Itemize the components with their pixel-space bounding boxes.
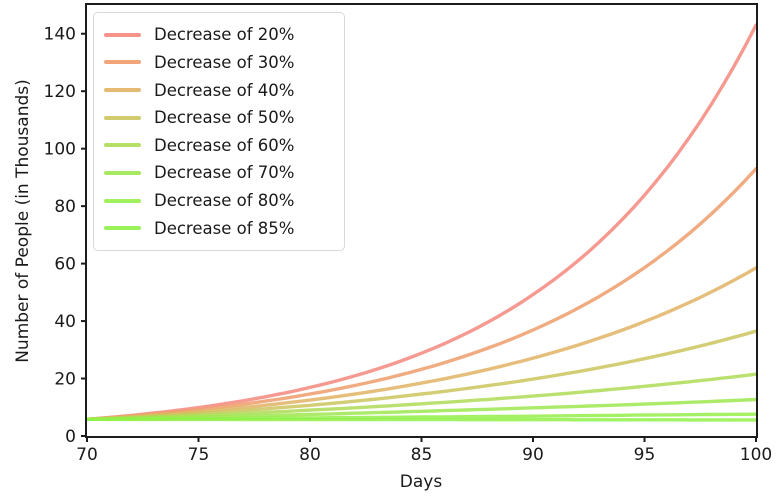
x-tick-label: 95 — [634, 445, 656, 465]
legend-item: Decrease of 50% — [104, 104, 332, 132]
legend-line-swatch — [104, 170, 141, 175]
y-tick-label: 60 — [54, 255, 76, 275]
series-line — [85, 23, 758, 421]
y-tick-label: 80 — [54, 197, 76, 217]
series-line — [85, 266, 758, 421]
legend-label: Decrease of 70% — [154, 163, 295, 183]
x-tick-label: 80 — [299, 445, 321, 465]
legend-item: Decrease of 70% — [104, 159, 332, 187]
legend-item: Decrease of 80% — [104, 187, 332, 215]
legend-item: Decrease of 30% — [104, 49, 332, 77]
legend: Decrease of 20% Decrease of 30% Decrease o… — [93, 12, 345, 251]
y-axis-label: Number of People (in Thousands) — [13, 79, 33, 363]
y-tick-label: 40 — [54, 312, 76, 332]
legend-label: Decrease of 30% — [154, 52, 295, 72]
x-tick-label: 90 — [522, 445, 544, 465]
legend-line-swatch — [104, 198, 141, 203]
legend-label: Decrease of 40% — [154, 80, 295, 100]
legend-line-swatch — [104, 60, 141, 65]
legend-label: Decrease of 80% — [154, 191, 295, 211]
y-tick-label: 0 — [65, 427, 76, 447]
axes-frame — [85, 3, 758, 438]
legend-label: Decrease of 50% — [154, 108, 295, 128]
x-tick-label: 85 — [411, 445, 433, 465]
legend-item: Decrease of 20% — [104, 21, 332, 49]
series-line — [85, 167, 758, 421]
legend-line-swatch — [104, 226, 141, 231]
legend-item: Decrease of 85% — [104, 214, 332, 242]
legend-item: Decrease of 40% — [104, 76, 332, 104]
legend-label: Decrease of 20% — [154, 25, 295, 45]
legend-label: Decrease of 60% — [154, 135, 295, 155]
legend-line-swatch — [104, 32, 141, 37]
series-line — [85, 329, 758, 421]
y-tick-label: 100 — [44, 140, 76, 160]
legend-item: Decrease of 60% — [104, 132, 332, 160]
y-tick-label: 140 — [44, 25, 76, 45]
legend-line-swatch — [104, 115, 141, 120]
legend-line-swatch — [104, 143, 141, 148]
x-axis-label: Days — [399, 472, 443, 492]
legend-line-swatch — [104, 88, 141, 93]
x-tick-label: 70 — [76, 445, 98, 465]
y-tick-label: 20 — [54, 370, 76, 390]
y-tick-label: 120 — [44, 82, 76, 102]
legend-label: Decrease of 85% — [154, 218, 295, 238]
series-line — [85, 417, 758, 422]
x-tick-label: 100 — [740, 445, 772, 465]
x-tick-label: 75 — [188, 445, 210, 465]
